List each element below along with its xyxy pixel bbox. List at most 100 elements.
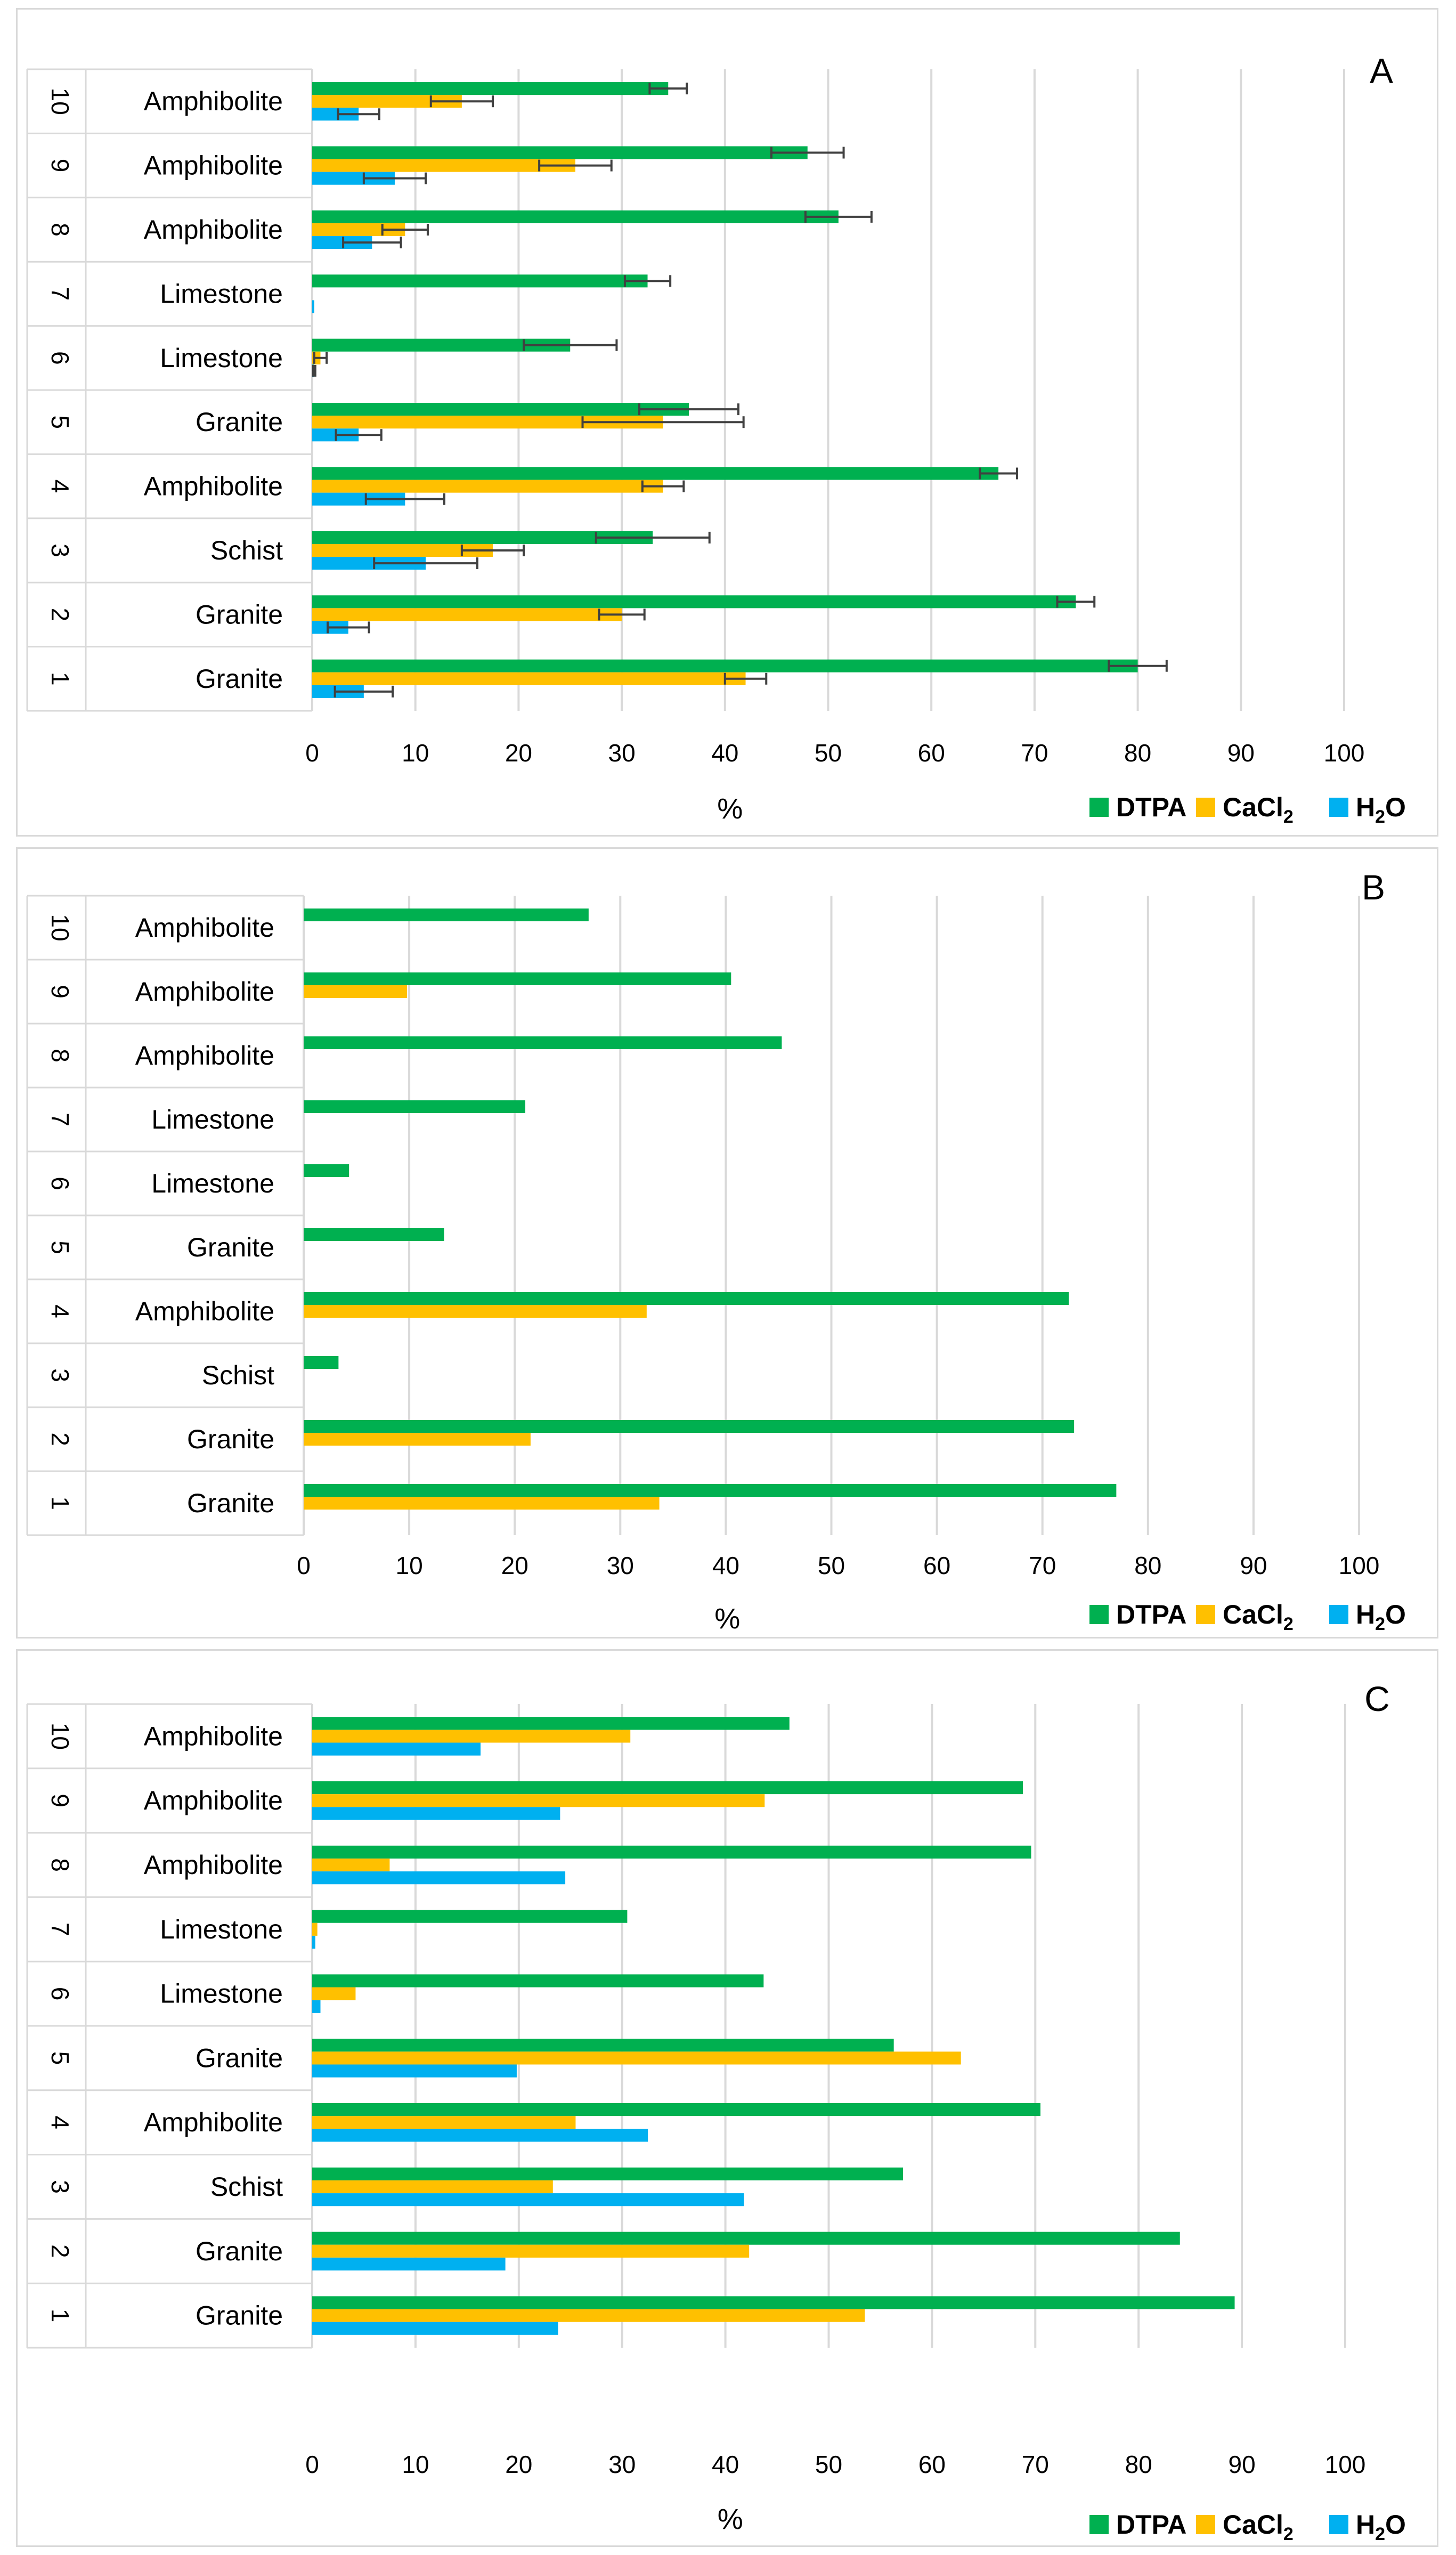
category-number-label: 8 xyxy=(46,223,74,237)
x-tick-label: 40 xyxy=(711,739,738,767)
bar-dtpa xyxy=(312,467,999,480)
x-tick-label: 100 xyxy=(1324,739,1365,767)
bar-h2o xyxy=(312,1935,315,1949)
bar-dtpa xyxy=(312,1910,628,1923)
bar-h2o xyxy=(312,2193,744,2207)
panel-label: A xyxy=(1370,51,1393,91)
x-tick-label: 70 xyxy=(1021,739,1048,767)
legend-label-dtpa: DTPA xyxy=(1116,2510,1186,2540)
bar-cacl xyxy=(312,2309,865,2322)
bar-cacl xyxy=(312,608,622,621)
rock-type-label: Amphibolite xyxy=(135,913,274,943)
bar-h2o xyxy=(312,2064,517,2078)
category-number-label: 4 xyxy=(46,480,74,493)
category-number-label: 7 xyxy=(46,287,74,301)
x-tick-label: 100 xyxy=(1339,1552,1380,1579)
x-tick-label: 60 xyxy=(923,1552,950,1579)
bar-h2o xyxy=(312,2000,321,2013)
rock-type-label: Amphibolite xyxy=(144,151,283,181)
rock-type-label: Limestone xyxy=(160,1915,283,1944)
category-number-label: 3 xyxy=(46,1368,74,1382)
bar-dtpa xyxy=(304,1228,444,1241)
category-number-label: 7 xyxy=(46,1113,74,1126)
category-number-label: 4 xyxy=(46,2115,74,2129)
category-number-label: 2 xyxy=(46,608,74,622)
category-number-label: 10 xyxy=(46,1723,74,1750)
legend-swatch-cacl xyxy=(1196,2515,1215,2534)
bar-dtpa xyxy=(312,1781,1023,1795)
x-tick-label: 50 xyxy=(818,1552,845,1579)
bar-cacl xyxy=(312,672,746,685)
category-number-label: 6 xyxy=(46,1987,74,2001)
legend-swatch-cacl xyxy=(1196,1605,1215,1624)
category-number-label: 8 xyxy=(46,1858,74,1872)
category-number-label: 2 xyxy=(46,2244,74,2258)
rock-type-label: Schist xyxy=(210,2172,283,2202)
bar-cacl xyxy=(312,1923,318,1936)
x-tick-label: 30 xyxy=(608,2451,636,2478)
legend-swatch-dtpa xyxy=(1089,1605,1109,1624)
bar-dtpa xyxy=(312,2167,904,2180)
rock-type-label: Amphibolite xyxy=(144,1721,283,1751)
rock-type-label: Granite xyxy=(187,1488,274,1518)
bar-dtpa xyxy=(304,1356,339,1369)
legend-label-h2o: H2O xyxy=(1356,792,1406,827)
rock-type-label: Granite xyxy=(196,2236,283,2266)
bar-cacl xyxy=(304,985,408,998)
rock-type-label: Limestone xyxy=(151,1169,274,1198)
x-tick-label: 30 xyxy=(607,1552,634,1579)
rock-type-label: Granite xyxy=(187,1232,274,1262)
legend-label-cacl: CaCl2 xyxy=(1223,792,1294,827)
chart-panel-b: 1 Granite 2 Granite 3 Schist 4 Amphibolite 5 Gran… xyxy=(16,847,1438,1639)
x-tick-label: 40 xyxy=(712,2451,739,2478)
x-tick-label: 60 xyxy=(918,739,945,767)
legend-swatch-h2o xyxy=(1329,2515,1348,2534)
bar-dtpa xyxy=(304,1164,349,1177)
x-tick-label: 40 xyxy=(712,1552,739,1579)
legend-swatch-dtpa xyxy=(1089,2515,1109,2534)
bar-dtpa xyxy=(304,909,589,921)
bar-dtpa xyxy=(312,2103,1040,2116)
bar-dtpa xyxy=(304,1036,782,1049)
x-tick-label: 80 xyxy=(1124,739,1151,767)
rock-type-label: Limestone xyxy=(160,343,283,373)
legend-label-dtpa: DTPA xyxy=(1116,1600,1186,1629)
legend-label-h2o: H2O xyxy=(1356,2510,1406,2544)
category-number-label: 3 xyxy=(46,2180,74,2194)
x-tick-label: 20 xyxy=(505,739,532,767)
category-number-label: 9 xyxy=(46,985,74,999)
category-number-label: 1 xyxy=(46,672,74,686)
chart-panel-c: 1 Granite 2 Granite 3 Schist 4 Amphibolite 5 Gran… xyxy=(16,1649,1438,2547)
category-number-label: 9 xyxy=(46,1794,74,1807)
bar-dtpa xyxy=(312,595,1076,609)
category-number-label: 10 xyxy=(46,88,74,115)
x-tick-label: 10 xyxy=(402,2451,429,2478)
rock-type-label: Limestone xyxy=(160,279,283,309)
bar-h2o xyxy=(312,1742,481,1756)
bar-h2o xyxy=(312,2257,506,2271)
x-tick-label: 20 xyxy=(501,1552,528,1579)
bar-dtpa xyxy=(304,1420,1075,1433)
bar-dtpa xyxy=(312,659,1138,672)
x-tick-label: 50 xyxy=(815,2451,842,2478)
chart-c-svg: 1 Granite 2 Granite 3 Schist 4 Amphibolite 5 Gran… xyxy=(26,1679,1406,2544)
bar-cacl xyxy=(304,1433,531,1446)
rock-type-label: Granite xyxy=(196,2301,283,2331)
x-tick-label: 70 xyxy=(1029,1552,1056,1579)
rock-type-label: Granite xyxy=(187,1424,274,1454)
category-number-label: 6 xyxy=(46,1177,74,1190)
legend-label-dtpa: DTPA xyxy=(1116,792,1186,822)
x-axis-title: % xyxy=(718,2503,743,2535)
bar-h2o xyxy=(312,300,314,313)
category-number-label: 1 xyxy=(46,2309,74,2323)
x-tick-label: 0 xyxy=(305,739,319,767)
x-tick-label: 60 xyxy=(918,2451,946,2478)
x-tick-label: 70 xyxy=(1022,2451,1049,2478)
panel-label: C xyxy=(1364,1679,1390,1718)
x-tick-label: 10 xyxy=(402,739,429,767)
bar-cacl xyxy=(312,2244,750,2258)
legend-swatch-cacl xyxy=(1196,798,1215,817)
rock-type-label: Amphibolite xyxy=(144,86,283,116)
bar-dtpa xyxy=(312,403,689,416)
bar-dtpa xyxy=(312,1974,764,1988)
